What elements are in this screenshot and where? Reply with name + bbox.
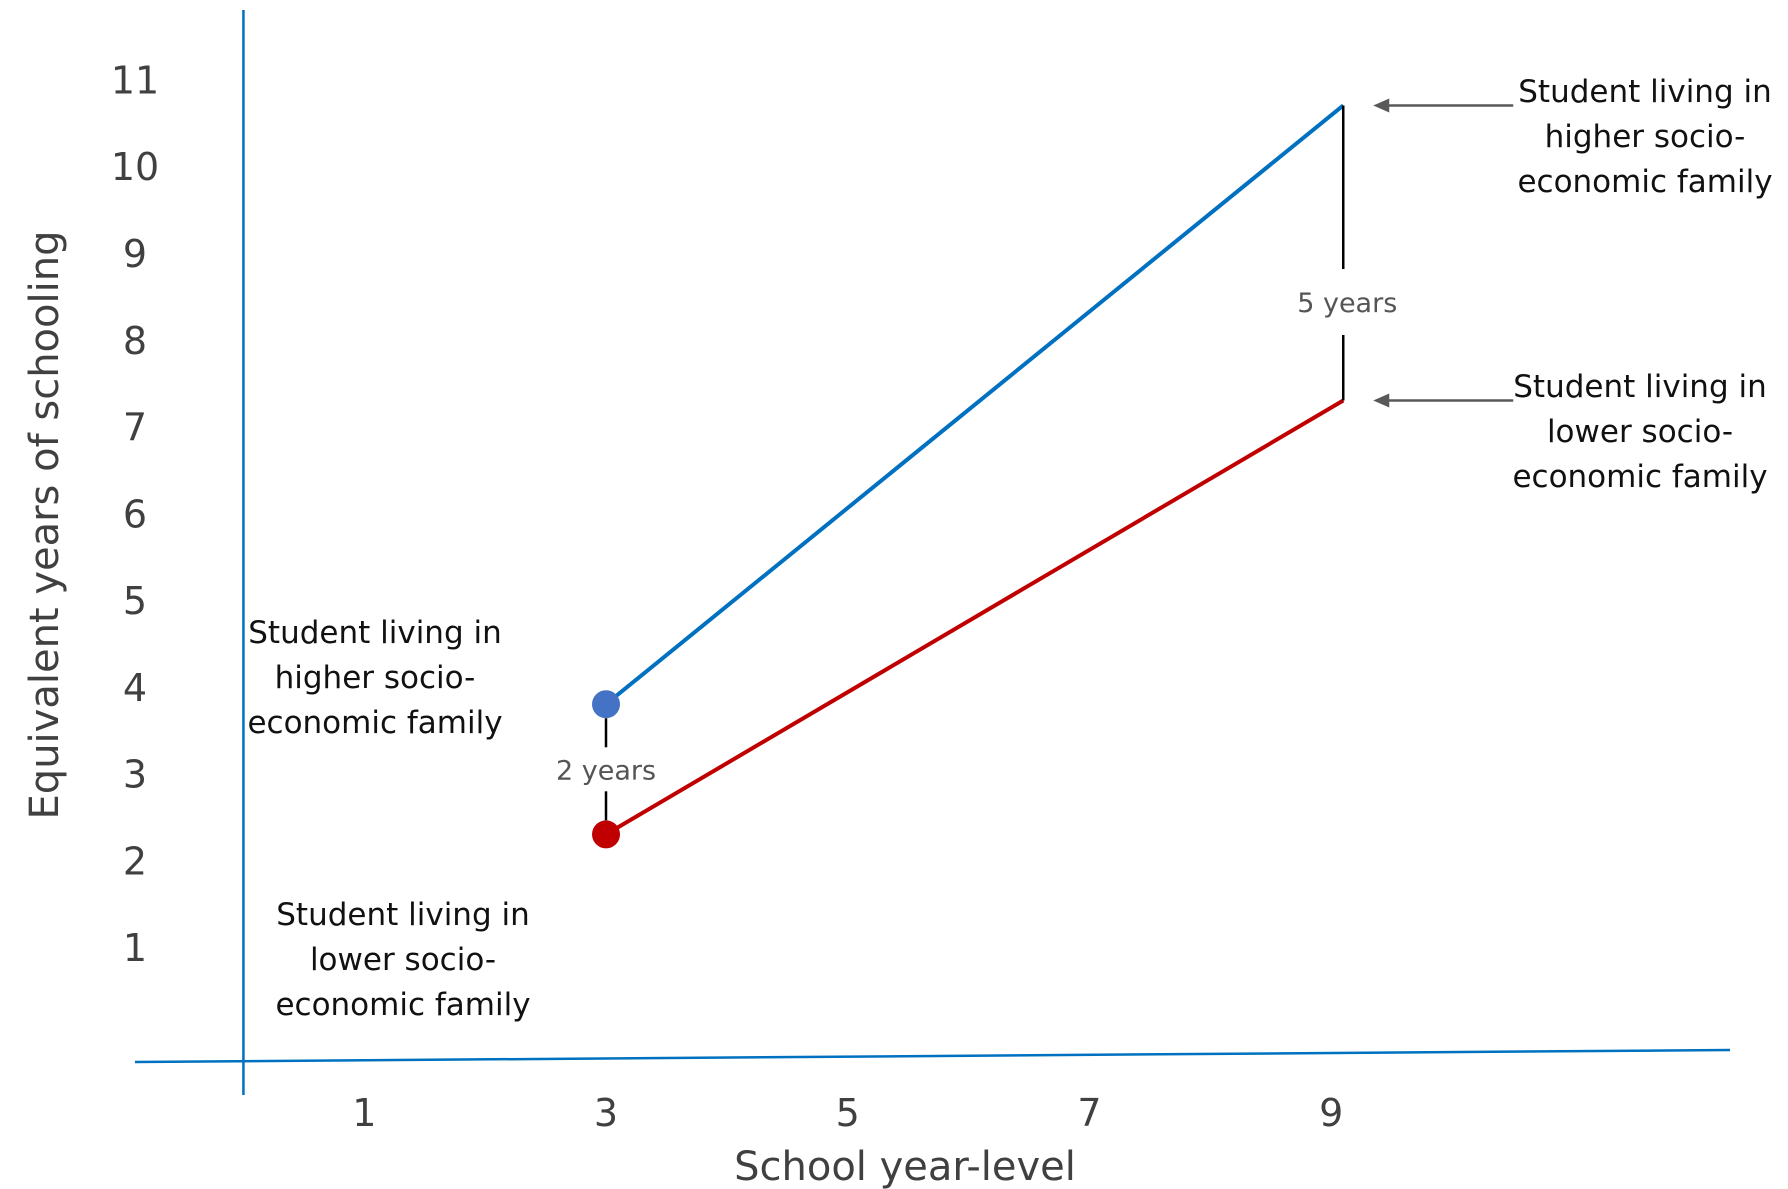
series-marker-lower: [592, 820, 621, 849]
annotation-line: Student living in: [248, 615, 502, 651]
annotations: Student living in higher socio-economic f…: [247, 74, 1772, 1023]
x-tick-label: 3: [594, 1091, 618, 1135]
annotation-end-lower: Student living in lower socio-economic fa…: [1512, 369, 1767, 495]
y-tick-label: 8: [123, 319, 147, 363]
annotation-line: lower socio-: [1547, 414, 1733, 450]
y-tick-label: 10: [111, 145, 159, 189]
y-tick-label: 11: [111, 58, 159, 102]
y-tick-label: 6: [123, 492, 147, 536]
annotation-line: Student living in: [276, 897, 530, 933]
gap-label-start: 2 years: [556, 755, 656, 786]
annotation-line: economic family: [247, 705, 502, 741]
y-tick-labels: 1 2 3 4 5 6 7 8 9 10 11: [111, 58, 159, 970]
gap-markers: 2 years 5 years: [544, 105, 1408, 821]
y-tick-label: 3: [123, 753, 147, 797]
annotation-line: economic family: [1517, 164, 1772, 200]
x-tick-label: 1: [352, 1091, 376, 1135]
y-axis-title: Equivalent years of schooling: [22, 231, 68, 820]
axes: [134, 10, 1731, 1095]
annotation-end-higher: Student living in higher socio-economic f…: [1517, 74, 1772, 200]
x-axis-title: School year-level: [734, 1144, 1076, 1189]
x-tick-label: 7: [1077, 1091, 1101, 1135]
gap-label-end: 5 years: [1297, 288, 1397, 319]
annotation-line: higher socio-: [275, 660, 476, 696]
annotation-line: Student living in: [1513, 369, 1767, 405]
y-tick-label: 5: [123, 579, 147, 623]
gap-label-bg-start: [544, 747, 669, 792]
annotation-start-lower: Student living in lower socio-economic fa…: [275, 897, 530, 1023]
annotation-arrows: [1373, 98, 1514, 408]
annotation-line: Student living in: [1518, 74, 1772, 110]
series-marker-higher: [592, 690, 621, 719]
annotation-line: economic family: [1512, 459, 1767, 495]
x-tick-labels: 1 3 5 7 9: [352, 1091, 1343, 1135]
x-axis-line: [134, 1048, 1731, 1064]
arrow-end-higher-head: [1373, 98, 1390, 113]
y-tick-label: 4: [123, 666, 147, 710]
arrow-end-lower-head: [1373, 393, 1390, 408]
x-tick-label: 9: [1319, 1091, 1343, 1135]
series-line-higher: [604, 103, 1345, 706]
series-line-lower: [604, 398, 1345, 837]
annotation-line: economic family: [275, 987, 530, 1023]
series-group: [592, 103, 1345, 849]
annotation-line: lower socio-: [310, 942, 496, 978]
annotation-line: higher socio-: [1545, 119, 1746, 155]
gap-label-bg-end: [1279, 269, 1408, 335]
annotation-start-higher: Student living in higher socio-economic f…: [247, 615, 502, 741]
y-tick-label: 7: [123, 406, 147, 450]
x-tick-label: 5: [836, 1091, 860, 1135]
y-tick-label: 1: [123, 926, 147, 970]
y-tick-label: 9: [123, 232, 147, 276]
y-tick-label: 2: [123, 839, 147, 883]
